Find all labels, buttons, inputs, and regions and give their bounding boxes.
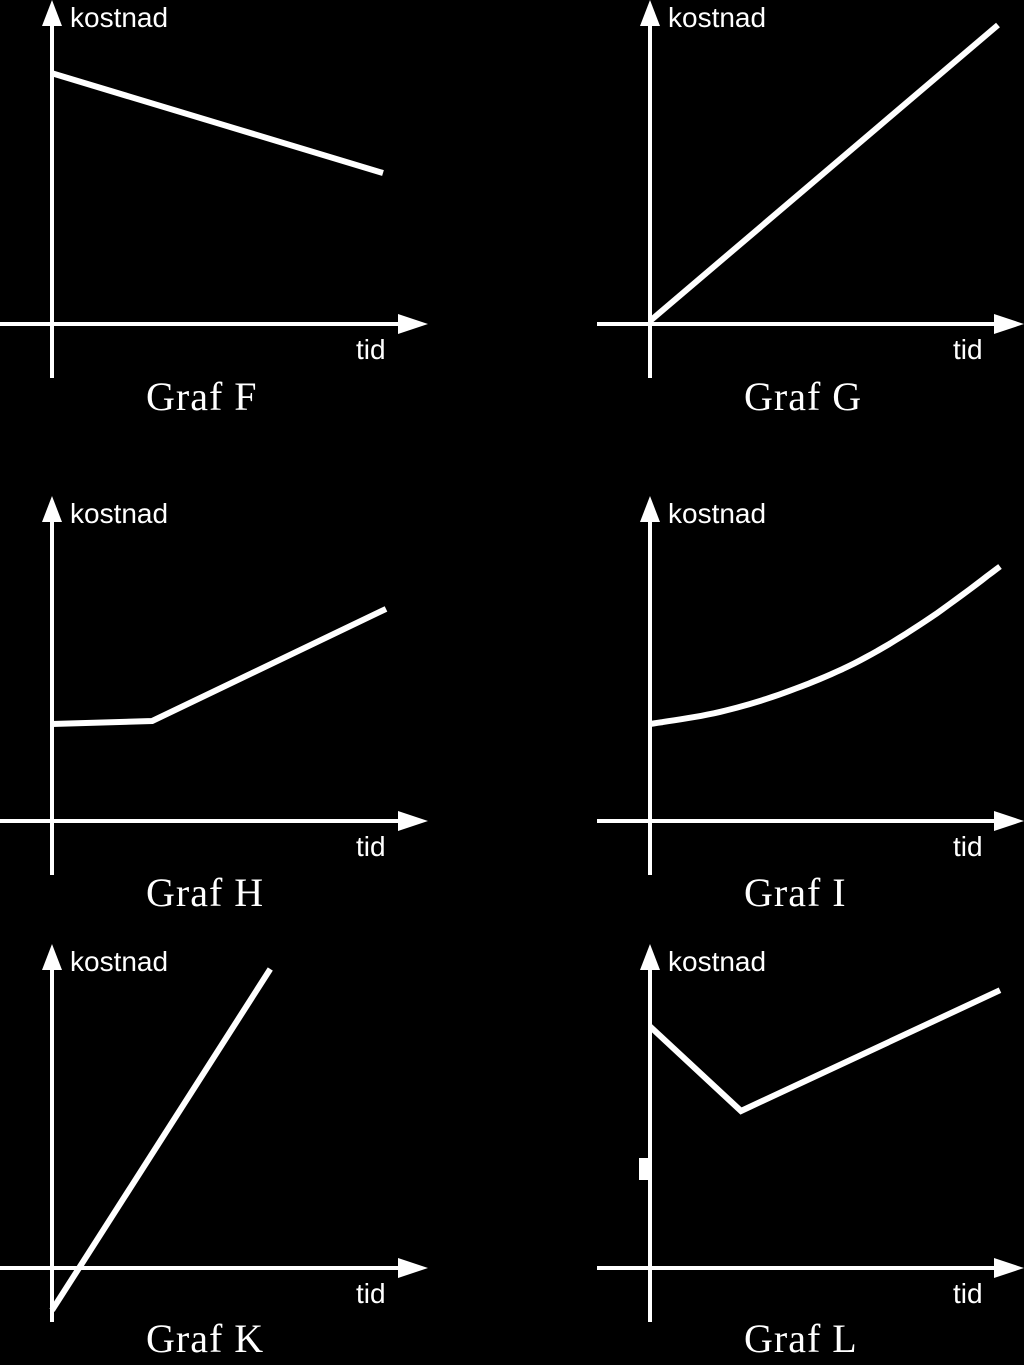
x-axis-label: tid [953, 334, 983, 365]
y-axis-label: kostnad [70, 498, 168, 529]
x-axis-arrow [398, 1258, 428, 1278]
series-line [49, 967, 273, 1312]
y-axis-label: kostnad [668, 2, 766, 33]
series-line [51, 606, 388, 727]
panel-graf-g: kostnad tid Graf G [597, 0, 1024, 419]
x-axis-label: tid [953, 831, 983, 862]
x-axis-arrow [994, 811, 1024, 831]
y-axis-arrow [640, 496, 660, 522]
x-axis-label: tid [356, 334, 386, 365]
axis-tick-mark [639, 1158, 648, 1180]
y-axis-label: kostnad [668, 946, 766, 977]
panel-graf-k: kostnad tid Graf K [0, 944, 428, 1361]
series-line [51, 70, 384, 176]
graph-caption: Graf K [146, 1316, 264, 1361]
graph-caption: Graf G [744, 374, 862, 419]
panel-graf-l: kostnad tid Graf L [597, 944, 1024, 1361]
series-line [648, 22, 1000, 324]
graph-caption: Graf F [146, 374, 258, 419]
x-axis-arrow [398, 811, 428, 831]
y-axis-arrow [42, 944, 62, 970]
y-axis-arrow [640, 944, 660, 970]
panel-graf-i: kostnad tid Graf I [597, 496, 1024, 915]
x-axis-arrow [994, 314, 1024, 334]
graph-caption: Graf H [146, 870, 264, 915]
series-line [649, 564, 1002, 727]
x-axis-arrow [994, 1258, 1024, 1278]
y-axis-label: kostnad [70, 946, 168, 977]
series-line [647, 987, 1002, 1115]
x-axis-label: tid [356, 1278, 386, 1309]
y-axis-label: kostnad [70, 2, 168, 33]
x-axis-label: tid [356, 831, 386, 862]
y-axis-label: kostnad [668, 498, 766, 529]
y-axis-arrow [42, 0, 62, 26]
panel-graf-f: kostnad tid Graf F [0, 0, 428, 419]
y-axis-arrow [640, 0, 660, 26]
graph-caption: Graf L [744, 1316, 858, 1361]
x-axis-arrow [398, 314, 428, 334]
y-axis-arrow [42, 496, 62, 522]
panel-graf-h: kostnad tid Graf H [0, 496, 428, 915]
x-axis-label: tid [953, 1278, 983, 1309]
graph-caption: Graf I [744, 870, 847, 915]
